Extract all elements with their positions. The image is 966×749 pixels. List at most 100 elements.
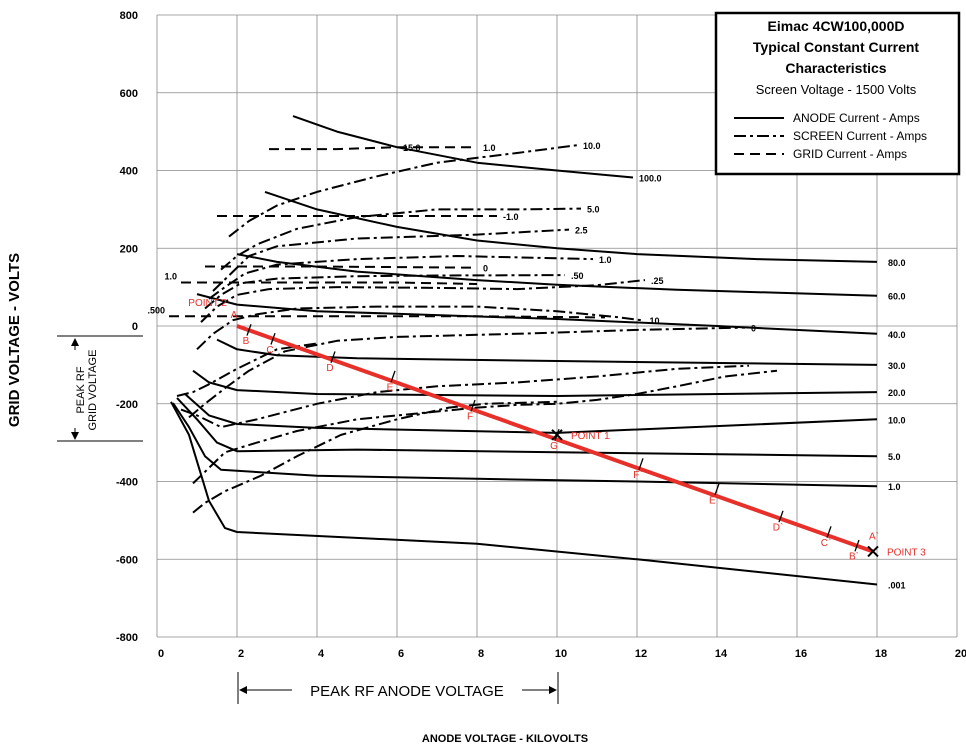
- y-tick-label: -400: [116, 477, 138, 489]
- y-tick-label: -800: [116, 632, 138, 644]
- arrow-right-icon: [549, 686, 557, 694]
- screen-curve-label: 0: [751, 324, 756, 334]
- anode-curve-label: 1.0: [888, 482, 901, 492]
- x-tick-label: 20: [955, 648, 966, 660]
- curve-labels: 100.0 80.0 60.0 40.0 30.0 20.0 10.0 5.0 1.0 .001 1…: [147, 141, 905, 590]
- operating-point-marker: [867, 545, 879, 558]
- operating-line-tick: [714, 483, 720, 496]
- x-tick-label: 12: [635, 648, 647, 660]
- legend-box: [714, 11, 961, 176]
- operating-line-tick: [854, 539, 860, 552]
- anode-current-curve: [184, 393, 878, 434]
- anode-curve-label: 20.0: [888, 388, 906, 398]
- grid-current-curve: [205, 265, 478, 269]
- operating-line-marker-label: E`: [709, 494, 719, 506]
- operating-line-tick: [638, 458, 644, 470]
- x-tick-label: 6: [398, 648, 404, 660]
- operating-line-marker-label: G: [550, 441, 558, 452]
- grid-curve-label: 15.0: [403, 143, 421, 153]
- operating-point-label: POINT 3: [887, 547, 926, 558]
- operating-line-tick: [246, 324, 252, 336]
- screen-current-curve: [188, 326, 746, 419]
- y-tick-labels: 800 600 400 200 0 -200 -400 -600 -800: [116, 10, 138, 644]
- operating-line-tick: [270, 332, 276, 345]
- operating-line-tick: [470, 399, 476, 412]
- x-tick-label: 14: [715, 648, 728, 660]
- arrow-up-icon: [71, 338, 79, 346]
- operating-line-marker-label: D`: [773, 521, 784, 533]
- screen-current-curve: [192, 369, 778, 485]
- grid-curve-label: -1.0: [503, 212, 519, 222]
- screen-current-curve: [192, 400, 558, 514]
- legend: Eimac 4CW100,000D Typical Constant Curre…: [714, 11, 961, 176]
- legend-anode-label: ANODE Current - Amps: [793, 111, 920, 125]
- x-tick-label: 2: [238, 648, 244, 660]
- x-tick-label: 8: [478, 648, 484, 660]
- chart-curves: [169, 115, 878, 586]
- y-tick-label: -600: [116, 554, 138, 566]
- operating-line-marker-label: C: [266, 345, 273, 356]
- arrow-down-icon: [71, 432, 79, 440]
- anode-curve-label: 10.0: [888, 415, 906, 425]
- x-tick-label: 16: [795, 648, 807, 660]
- operating-line-marker-label: A: [231, 310, 238, 321]
- screen-curve-label: .10: [647, 316, 660, 326]
- operating-line-marker-label: C`: [821, 537, 832, 549]
- operating-line-marker-label: E: [387, 383, 394, 394]
- y-tick-label: -200: [116, 399, 138, 411]
- grid-curve-label: 1.0: [483, 143, 496, 153]
- grid-current-curve: [181, 281, 478, 285]
- operating-line-tick: [390, 370, 396, 383]
- arrow-left-icon: [239, 686, 247, 694]
- anode-curve-label: 80.0: [888, 258, 906, 268]
- anode-curve-label: 30.0: [888, 361, 906, 371]
- anode-curve-label: 40.0: [888, 330, 906, 340]
- anode-current-curve: [170, 401, 878, 586]
- operating-line-marker-label: F`: [633, 469, 642, 481]
- x-tick-label: 10: [555, 648, 567, 660]
- anode-current-curve: [236, 253, 878, 297]
- operating-point-marker: [551, 429, 563, 441]
- screen-curve-label: 10.0: [583, 141, 601, 151]
- legend-title: Eimac 4CW100,000D: [768, 18, 905, 34]
- anode-current-curve: [264, 190, 878, 263]
- x-tick-label: 18: [875, 648, 887, 660]
- grid-curve-label: .500: [147, 305, 165, 315]
- anode-curve-label: 60.0: [888, 292, 906, 302]
- peak-rf-grid-label-1: PEAK RF: [75, 366, 87, 413]
- operating-line-tick: [778, 510, 784, 523]
- screen-curve-label: .25: [651, 276, 664, 286]
- anode-current-curve: [196, 293, 878, 335]
- anode-curve-label: .001: [888, 581, 906, 591]
- screen-current-curve: [212, 228, 570, 292]
- legend-screen-voltage: Screen Voltage - 1500 Volts: [756, 82, 917, 97]
- y-tick-label: 400: [120, 166, 138, 178]
- screen-curve-label: 5.0: [587, 205, 600, 215]
- operating-line-tick: [330, 351, 336, 363]
- screen-curve-label: .50: [571, 271, 584, 281]
- anode-curve-label: 5.0: [888, 452, 901, 462]
- x-tick-label: 4: [318, 648, 325, 660]
- x-tick-labels: 0 2 4 6 8 10 12 14 16 18 20: [158, 648, 966, 660]
- legend-subtitle-line1: Typical Constant Current: [753, 39, 920, 55]
- operating-line-marker-label: A`: [869, 530, 879, 542]
- anode-curve-label: 100.0: [639, 173, 662, 183]
- screen-current-curve: [220, 207, 582, 271]
- operating-line-marker-label: B`: [849, 551, 859, 563]
- operating-point-label: POINT 2: [188, 298, 227, 309]
- grid-curve-label: 1.0: [164, 271, 177, 281]
- anode-current-curve: [176, 397, 878, 458]
- screen-current-curve: [200, 279, 646, 323]
- screen-curve-label: 1.0: [599, 255, 612, 265]
- peak-rf-anode-label: PEAK RF ANODE VOLTAGE: [310, 683, 504, 700]
- anode-current-curve: [216, 338, 878, 366]
- screen-current-curve: [208, 255, 594, 300]
- screen-current-curve: [204, 274, 566, 310]
- operating-point-label: POINT 1: [571, 431, 610, 442]
- legend-subtitle-line2: Characteristics: [785, 60, 886, 76]
- screen-current-curve: [196, 305, 642, 351]
- anode-current-curve: [292, 115, 634, 179]
- legend-screen-label: SCREEN Current - Amps: [793, 129, 927, 143]
- grid-curve-label: 0: [483, 264, 488, 274]
